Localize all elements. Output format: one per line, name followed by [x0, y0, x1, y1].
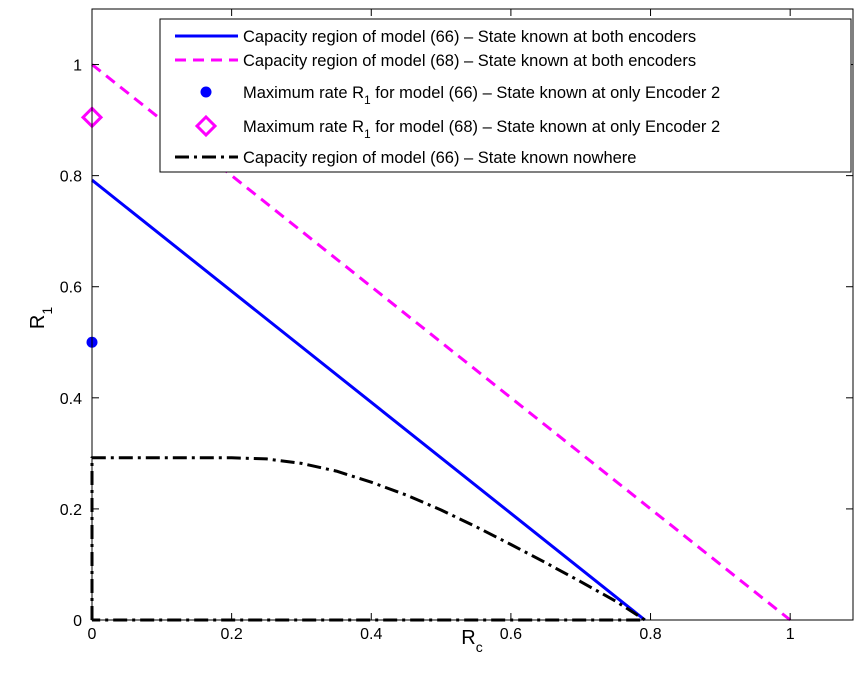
- series-line-5: [90, 456, 647, 622]
- legend-box: [159, 18, 852, 173]
- legend-label-sub: 1: [364, 93, 371, 107]
- legend: Capacity region of model (66) – State kn…: [159, 18, 852, 173]
- y-tick-label: 1: [73, 58, 82, 75]
- legend-label-3: Maximum rate R1 for model (66) – State k…: [243, 84, 720, 107]
- legend-label-part: Maximum rate R: [243, 84, 364, 102]
- legend-label-5: Capacity region of model (66) – State kn…: [243, 149, 636, 167]
- x-axis-label: Rc: [461, 627, 482, 655]
- x-tick-label: 0.8: [639, 626, 661, 643]
- legend-marker-3: [200, 86, 212, 98]
- axis-ticks: 0 0.2 0.4 0.6 0.8 1 0 0.2 0.4 0.6 0.8 1: [60, 8, 854, 643]
- series-line-1: [91, 178, 646, 622]
- y-axis-label-sub: 1: [39, 307, 55, 315]
- y-axis-label: R1: [27, 307, 55, 329]
- legend-label-1: Capacity region of model (66) – State kn…: [243, 28, 696, 46]
- legend-label-part: for model (68) – State known at only Enc…: [371, 118, 720, 136]
- x-tick-label: 0.6: [500, 626, 522, 643]
- y-tick-label: 0.6: [60, 280, 82, 297]
- y-tick-label: 0.8: [60, 169, 82, 186]
- legend-label-part: Maximum rate R: [243, 118, 364, 136]
- x-tick-label: 0.2: [221, 626, 243, 643]
- legend-marker-4: [194, 114, 218, 138]
- legend-label-4: Maximum rate R1 for model (68) – State k…: [243, 118, 720, 141]
- legend-label-sub: 1: [364, 127, 371, 141]
- x-axis-label-sub: c: [476, 639, 483, 655]
- axes-box: [91, 8, 854, 621]
- x-tick-label: 0: [88, 626, 97, 643]
- legend-label-part: for model (66) – State known at only Enc…: [371, 84, 720, 102]
- legend-label-2: Capacity region of model (68) – State kn…: [243, 52, 696, 70]
- x-tick-label: 1: [786, 626, 795, 643]
- y-tick-label: 0.4: [60, 391, 82, 408]
- y-tick-label: 0.2: [60, 502, 82, 519]
- y-axis-label-group: R1: [27, 307, 55, 329]
- y-tick-label: 0: [73, 613, 82, 630]
- x-tick-label: 0.4: [360, 626, 382, 643]
